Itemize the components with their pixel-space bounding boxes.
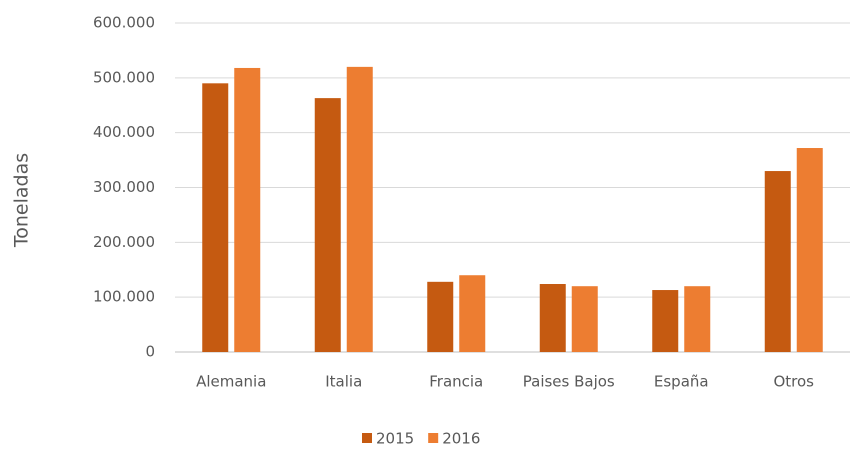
legend-swatch: [362, 433, 372, 443]
bar: [652, 290, 679, 352]
x-tick-label: España: [654, 373, 709, 391]
legend-label: 2016: [442, 430, 480, 448]
y-tick-label: 100.000: [93, 288, 155, 306]
x-tick-label: Alemania: [196, 373, 266, 391]
bar: [234, 67, 261, 353]
bar: [796, 148, 823, 352]
x-tick-label: Italia: [325, 373, 362, 391]
y-tick-label: 200.000: [93, 233, 155, 251]
y-tick-label: 500.000: [93, 68, 155, 86]
bar: [764, 171, 791, 352]
y-axis-title: Toneladas: [11, 153, 33, 248]
bar: [459, 275, 486, 352]
bar: [314, 98, 341, 352]
bar: [202, 83, 229, 353]
bar: [346, 66, 373, 352]
legend-label: 2015: [376, 430, 414, 448]
bar: [571, 286, 598, 352]
y-tick-label: 400.000: [93, 123, 155, 141]
y-tick-label: 300.000: [93, 178, 155, 196]
bar: [539, 284, 566, 352]
x-tick-label: Francia: [429, 373, 483, 391]
y-tick-label: 600.000: [93, 14, 155, 32]
bar: [427, 281, 454, 352]
x-tick-label: Otros: [773, 373, 814, 391]
legend-swatch: [428, 433, 439, 443]
bar: [684, 286, 711, 352]
x-tick-label: Paises Bajos: [523, 373, 615, 391]
y-tick-label: 0: [145, 343, 155, 361]
